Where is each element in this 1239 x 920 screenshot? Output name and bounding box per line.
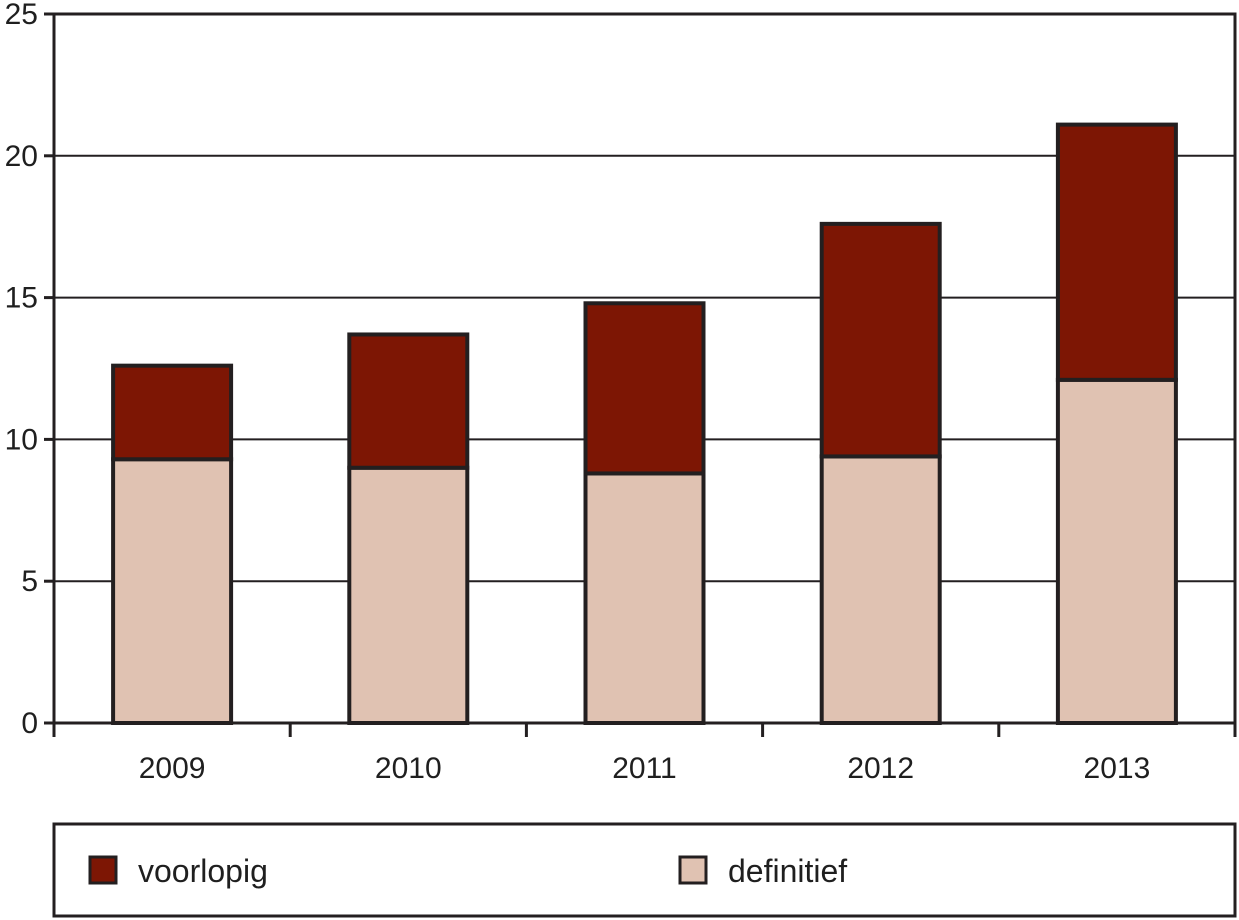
bar-definitief-2013 — [1055, 377, 1178, 725]
bar-definitief-2010 — [347, 465, 470, 726]
x-tick-label: 2013 — [1084, 752, 1151, 785]
x-tick-label: 2011 — [612, 752, 677, 785]
y-tick-label: 15 — [5, 282, 38, 315]
bar-voorlopig-2013 — [1055, 122, 1178, 382]
legend: voorlopig definitief — [52, 822, 1237, 918]
bar-voorlopig-2009 — [111, 363, 234, 462]
y-tick-label: 0 — [21, 707, 38, 740]
y-tick-label: 25 — [5, 0, 38, 31]
x-tick-label: 2010 — [375, 752, 442, 785]
legend-label-voorlopig: voorlopig — [138, 853, 268, 889]
y-axis: 0 5 10 15 20 25 — [5, 0, 54, 740]
plot-frame — [52, 12, 1237, 725]
bar-voorlopig-2011 — [583, 301, 706, 476]
legend-swatch-voorlopig — [88, 855, 118, 885]
bars — [111, 122, 1178, 726]
y-tick-label: 10 — [5, 423, 38, 456]
bar-definitief-2011 — [583, 471, 706, 725]
bar-voorlopig-2012 — [819, 221, 942, 459]
bar-definitief-2009 — [111, 457, 234, 725]
bar-voorlopig-2010 — [347, 332, 470, 470]
x-tick-label: 2009 — [139, 752, 206, 785]
legend-frame — [52, 822, 1237, 918]
y-tick-label: 20 — [5, 140, 38, 173]
legend-label-definitief: definitief — [728, 853, 847, 889]
legend-swatch-definitief — [678, 855, 708, 885]
x-tick-label: 2012 — [847, 752, 914, 785]
bar-definitief-2012 — [819, 454, 942, 725]
x-axis: 2009 2010 2011 2012 2013 — [52, 723, 1237, 785]
y-tick-label: 5 — [21, 565, 38, 598]
